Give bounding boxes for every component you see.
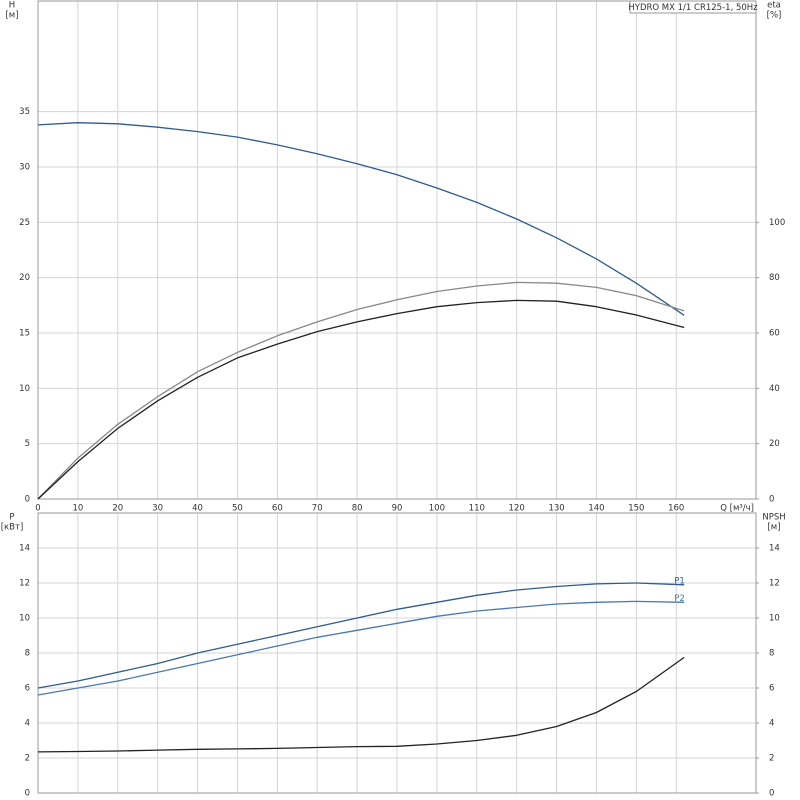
- x-tick-label: 60: [272, 504, 283, 514]
- y-tick-label: 0: [25, 789, 30, 799]
- plot-frame: [37, 0, 757, 500]
- y2-tick-label: 12: [769, 579, 780, 589]
- y-tick-label: 25: [19, 218, 30, 228]
- y-tick-label: 12: [19, 579, 30, 589]
- x-tick-label: 90: [392, 504, 403, 514]
- y-tick-label: 4: [25, 719, 30, 729]
- x-axis-label: Q [м³/ч]: [720, 504, 754, 514]
- y-tick-label: 6: [25, 684, 30, 694]
- y-tick-label: 14: [19, 544, 30, 554]
- y-tick-label: 5: [25, 439, 30, 449]
- y-tick-label: 0: [25, 495, 30, 505]
- x-tick-label: 110: [469, 504, 485, 514]
- x-tick-label: 10: [72, 504, 83, 514]
- y-tick-label: 30: [19, 163, 30, 173]
- y-tick-label: 2: [25, 754, 30, 764]
- y-axis-label: P: [9, 513, 14, 523]
- series-label: P1: [674, 576, 685, 586]
- y2-axis-unit: [%]: [767, 11, 782, 21]
- y2-tick-label: 0: [769, 789, 774, 799]
- x-tick-label: 40: [192, 504, 203, 514]
- curve: [37, 656, 685, 753]
- y-tick-label: 15: [19, 329, 30, 339]
- y-axis-unit: [кВт]: [1, 523, 24, 533]
- y2-tick-label: 80: [769, 273, 780, 283]
- title-box: [629, 0, 757, 14]
- y-tick-label: 20: [19, 273, 30, 283]
- y-axis-unit: [м]: [5, 11, 18, 21]
- x-tick-label: 0: [35, 504, 40, 514]
- y2-tick-label: 40: [769, 384, 780, 394]
- y-tick-label: 10: [19, 384, 30, 394]
- y2-tick-label: 4: [769, 719, 774, 729]
- curve: [37, 281, 685, 500]
- x-tick-label: 140: [588, 504, 604, 514]
- y2-tick-label: 100: [769, 218, 785, 228]
- x-tick-label: 120: [509, 504, 525, 514]
- x-tick-label: 70: [312, 504, 323, 514]
- y2-axis-label: eta: [767, 1, 781, 11]
- x-tick-label: 20: [112, 504, 123, 514]
- y2-tick-label: 8: [769, 649, 774, 659]
- chart-title: HYDRO MX 1/1 CR125-1, 50Hz: [628, 3, 758, 13]
- y-tick-label: 35: [19, 107, 30, 117]
- curve: [37, 600, 685, 696]
- y2-tick-label: 0: [769, 495, 774, 505]
- series-label: P2: [674, 594, 685, 604]
- y-tick-label: 10: [19, 614, 30, 624]
- y2-tick-label: 6: [769, 684, 774, 694]
- x-tick-label: 150: [628, 504, 644, 514]
- x-tick-label: 130: [548, 504, 564, 514]
- y-axis-label: H: [9, 1, 15, 11]
- y2-tick-label: 20: [769, 439, 780, 449]
- y2-tick-label: 60: [769, 329, 780, 339]
- curve: [37, 582, 685, 689]
- x-tick-label: 100: [429, 504, 445, 514]
- y2-axis-unit: [м]: [767, 523, 780, 533]
- y-tick-label: 8: [25, 649, 30, 659]
- plot-frame: [37, 512, 757, 794]
- y2-tick-label: 10: [769, 614, 780, 624]
- y2-axis-label: NPSH: [762, 513, 785, 523]
- y2-tick-label: 14: [769, 544, 780, 554]
- x-tick-label: 80: [352, 504, 363, 514]
- y2-tick-label: 2: [769, 754, 774, 764]
- x-tick-label: 30: [152, 504, 163, 514]
- x-tick-label: 160: [668, 504, 684, 514]
- curve: [37, 122, 685, 316]
- curve: [37, 299, 685, 500]
- x-tick-label: 50: [232, 504, 243, 514]
